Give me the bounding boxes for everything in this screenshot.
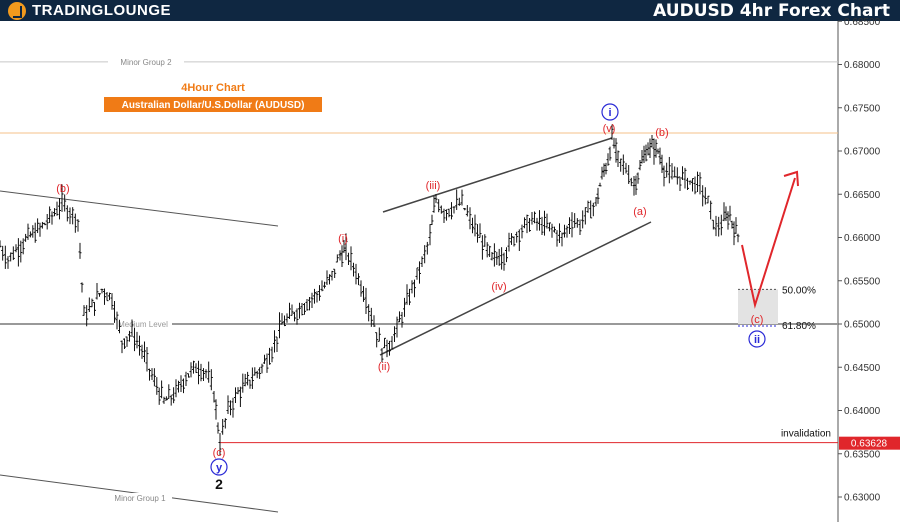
- y-tick-label: 0.67000: [844, 147, 881, 158]
- brand-name: TradingLounge: [32, 2, 171, 19]
- y-tick-label: 0.63500: [844, 449, 881, 460]
- fib-618-label: 61.80%: [782, 321, 816, 332]
- invalidation-tag: 0.63628: [851, 439, 888, 450]
- wave-label-c-left: (c): [213, 447, 226, 459]
- wave-label-b-left: (b): [56, 183, 69, 195]
- minor-group-1-label: Minor Group 1: [114, 494, 166, 503]
- wave-label-y-circled-circle: [210, 458, 228, 476]
- wave-label-y-circled: y: [216, 462, 223, 474]
- y-tick-label: 0.64500: [844, 363, 881, 374]
- minor-group-1-bg: [108, 493, 172, 504]
- wave-label-ii: (ii): [378, 361, 390, 373]
- invalidation-label: invalidation: [781, 429, 831, 440]
- projection-path: [741, 177, 796, 309]
- minor-group-2-label: Minor Group 2: [120, 58, 172, 67]
- wave-label-i: (i): [338, 233, 348, 245]
- y-tick-label: 0.64000: [844, 406, 881, 417]
- wave-label-a: (a): [633, 206, 646, 218]
- y-tick-label: 0.68000: [844, 60, 881, 71]
- chart-title: AUDUSD 4hr Forex Chart: [653, 1, 890, 21]
- wave-label-b: (b): [655, 127, 668, 139]
- wave-label-iii: (iii): [426, 180, 441, 192]
- wave-label-v: (v): [603, 123, 616, 135]
- projection-arrowhead: [783, 170, 799, 187]
- subtitle-instrument-bg: [104, 97, 322, 112]
- y-tick-label: 0.65500: [844, 276, 881, 287]
- wave-label-ii-circled: ii: [754, 334, 760, 346]
- subtitle-timeframe: 4Hour Chart: [181, 82, 245, 94]
- brand-logo-icon: [8, 1, 26, 20]
- y-tick-label: 0.63000: [844, 493, 881, 504]
- y-tick-label: 0.66500: [844, 190, 881, 201]
- invalidation-tag-bg: [839, 436, 900, 450]
- wave-label-ii-circled-circle: [748, 330, 766, 348]
- wave-label-iv: (iv): [491, 281, 506, 293]
- y-tick-label: 0.66000: [844, 233, 881, 244]
- y-tick-label: 0.65000: [844, 320, 881, 331]
- y-tick-label: 0.67500: [844, 103, 881, 114]
- medium-level-label: Medium Level: [118, 320, 168, 329]
- upper-trendline: [0, 190, 279, 227]
- wave-label-2: 2: [215, 476, 223, 492]
- brand-logo: TradingLounge: [8, 1, 171, 20]
- wedge-upper-line: [382, 137, 613, 213]
- wave-label-i-circled: i: [608, 107, 611, 119]
- header-bar: TradingLounge AUDUSD 4hr Forex Chart: [0, 0, 900, 21]
- wave-label-i-circled-circle: [601, 103, 619, 121]
- minor-group-2-bg: [108, 55, 184, 68]
- wave-label-c: (c): [751, 314, 764, 326]
- y-tick-label: 0.68500: [844, 17, 881, 28]
- subtitle-instrument: Australian Dollar/U.S.Dollar (AUDUSD): [122, 100, 305, 111]
- fib-50-label: 50.00%: [782, 285, 816, 296]
- medium-level-bg: [114, 318, 172, 330]
- wedge-lower-line: [379, 221, 652, 356]
